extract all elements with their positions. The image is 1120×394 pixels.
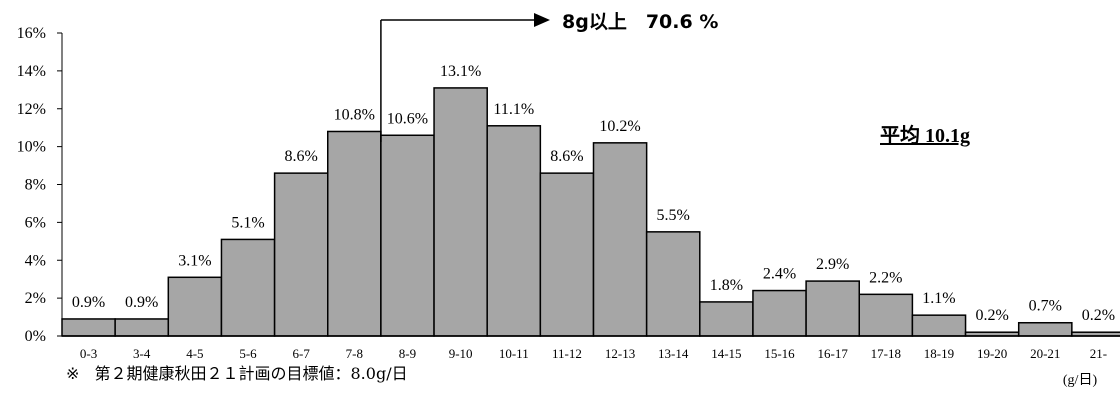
value-label: 2.9% xyxy=(816,256,849,273)
x-tick-label: 3-4 xyxy=(133,346,151,361)
value-label: 1.1% xyxy=(922,290,955,307)
bar-18-19 xyxy=(911,314,967,337)
bar-12-13 xyxy=(592,142,648,337)
y-tick-label: 8% xyxy=(25,177,46,194)
bar-13-14 xyxy=(645,231,701,337)
bar-8-9 xyxy=(380,134,435,337)
bar-6-7 xyxy=(273,172,329,337)
y-tick-label: 4% xyxy=(25,252,46,269)
value-label: 10.6% xyxy=(387,110,428,127)
x-axis-unit: (g/日) xyxy=(1063,373,1098,388)
threshold-arrow-head xyxy=(534,13,550,27)
footnote-mark: ※ xyxy=(66,364,80,383)
footnote: ※ 第２期健康秋田２１計画の目標値：8.0g/日 xyxy=(66,360,418,384)
value-label: 8.6% xyxy=(285,148,318,165)
value-labels: 0.9% 0.9% 3.1% 5.1% 8.6% 10.8% 10.6% 13.1% 11.1%… xyxy=(72,63,1115,324)
value-label: 0.7% xyxy=(1029,298,1062,315)
x-tick-label: 4-5 xyxy=(186,346,203,361)
value-label: 2.2% xyxy=(869,269,902,286)
bar-4-5 xyxy=(167,276,223,337)
x-tick-label: 0-3 xyxy=(80,346,97,361)
y-tick-label: 12% xyxy=(17,101,46,118)
value-label: 10.8% xyxy=(334,106,375,123)
x-tick-label: 21- xyxy=(1090,346,1107,361)
bar-5-6 xyxy=(220,238,276,337)
y-tick-label: 10% xyxy=(17,139,46,156)
bar-3-4 xyxy=(114,318,170,337)
value-label: 0.9% xyxy=(125,294,158,311)
y-tick-label: 2% xyxy=(25,290,46,307)
x-tick-label: 6-7 xyxy=(293,346,311,361)
y-tick-label: 0% xyxy=(25,328,46,345)
x-tick-label: 19-20 xyxy=(977,346,1007,361)
x-tick-label: 11-12 xyxy=(552,346,582,361)
x-tick-label: 7-8 xyxy=(346,346,363,361)
footnote-text: 第２期健康秋田２１計画の目標値：8.0g/日 xyxy=(94,364,408,383)
y-axis: 0% 2% 4% 6% 8% 10% 12% 14% 16% xyxy=(17,25,63,345)
bar-16-17 xyxy=(805,280,860,337)
bar-14-15 xyxy=(699,301,754,337)
x-tick-label: 15-16 xyxy=(764,346,795,361)
y-tick-label: 16% xyxy=(17,25,46,42)
threshold-label: 8g以上 70.6 % xyxy=(562,11,718,33)
value-label: 5.5% xyxy=(657,207,690,224)
annotations: 8g以上 70.6 % 平均 10.1g (g/日) xyxy=(380,11,1098,388)
bar-9-10 xyxy=(433,87,488,337)
average-label: 平均 10.1g xyxy=(880,123,970,147)
x-tick-label: 12-13 xyxy=(605,346,635,361)
bar-7-8 xyxy=(327,130,382,337)
x-tick-label: 14-15 xyxy=(711,346,741,361)
value-label: 10.2% xyxy=(599,118,640,135)
value-label: 3.1% xyxy=(178,252,211,269)
bar-17-18 xyxy=(858,293,914,337)
y-tick-label: 6% xyxy=(25,214,46,231)
value-label: 0.2% xyxy=(1082,307,1115,324)
bars xyxy=(61,87,1120,337)
bar-0-3 xyxy=(61,318,116,337)
x-tick-label: 18-19 xyxy=(924,346,954,361)
value-label: 5.1% xyxy=(231,214,264,231)
bar-11-12 xyxy=(539,172,595,337)
x-tick-label: 16-17 xyxy=(818,346,849,361)
y-tick-label: 14% xyxy=(17,63,46,80)
x-axis: 0-3 3-4 4-5 5-6 6-7 7-8 8-9 9-10 10-11 11-12 12-13… xyxy=(62,335,1120,361)
value-label: 1.8% xyxy=(710,277,743,294)
value-label: 13.1% xyxy=(440,63,481,80)
value-label: 2.4% xyxy=(763,266,796,283)
x-tick-label: 9-10 xyxy=(449,346,473,361)
bar-10-11 xyxy=(486,125,542,337)
x-tick-label: 10-11 xyxy=(499,346,529,361)
x-tick-label: 20-21 xyxy=(1030,346,1060,361)
x-tick-label: 8-9 xyxy=(399,346,416,361)
value-label: 0.9% xyxy=(72,294,105,311)
bar-15-16 xyxy=(752,289,807,337)
x-tick-label: 13-14 xyxy=(658,346,689,361)
x-tick-label: 17-18 xyxy=(871,346,901,361)
value-label: 8.6% xyxy=(550,148,583,165)
x-tick-label: 5-6 xyxy=(239,346,257,361)
value-label: 0.2% xyxy=(975,307,1008,324)
bar-20-21 xyxy=(1017,321,1073,337)
value-label: 11.1% xyxy=(493,101,534,118)
